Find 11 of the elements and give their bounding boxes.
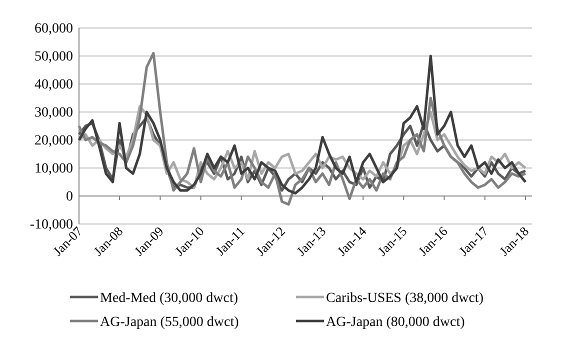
legend-label: AG-Japan (80,000 dwct) xyxy=(326,315,466,330)
legend-label: Med-Med (30,000 dwct) xyxy=(100,291,238,306)
y-tick-label: 40,000 xyxy=(34,77,73,92)
y-tick-label: 0 xyxy=(66,189,73,204)
y-tick-label: 20,000 xyxy=(34,133,73,148)
legend-label: AG-Japan (55,000 dwct) xyxy=(100,315,240,330)
y-tick-label: 50,000 xyxy=(34,49,73,64)
y-tick-label: 60,000 xyxy=(34,21,73,36)
y-tick-label: 30,000 xyxy=(34,105,73,120)
y-tick-label: 10,000 xyxy=(34,161,73,176)
legend-label: Caribs-USES (38,000 dwct) xyxy=(326,291,484,306)
